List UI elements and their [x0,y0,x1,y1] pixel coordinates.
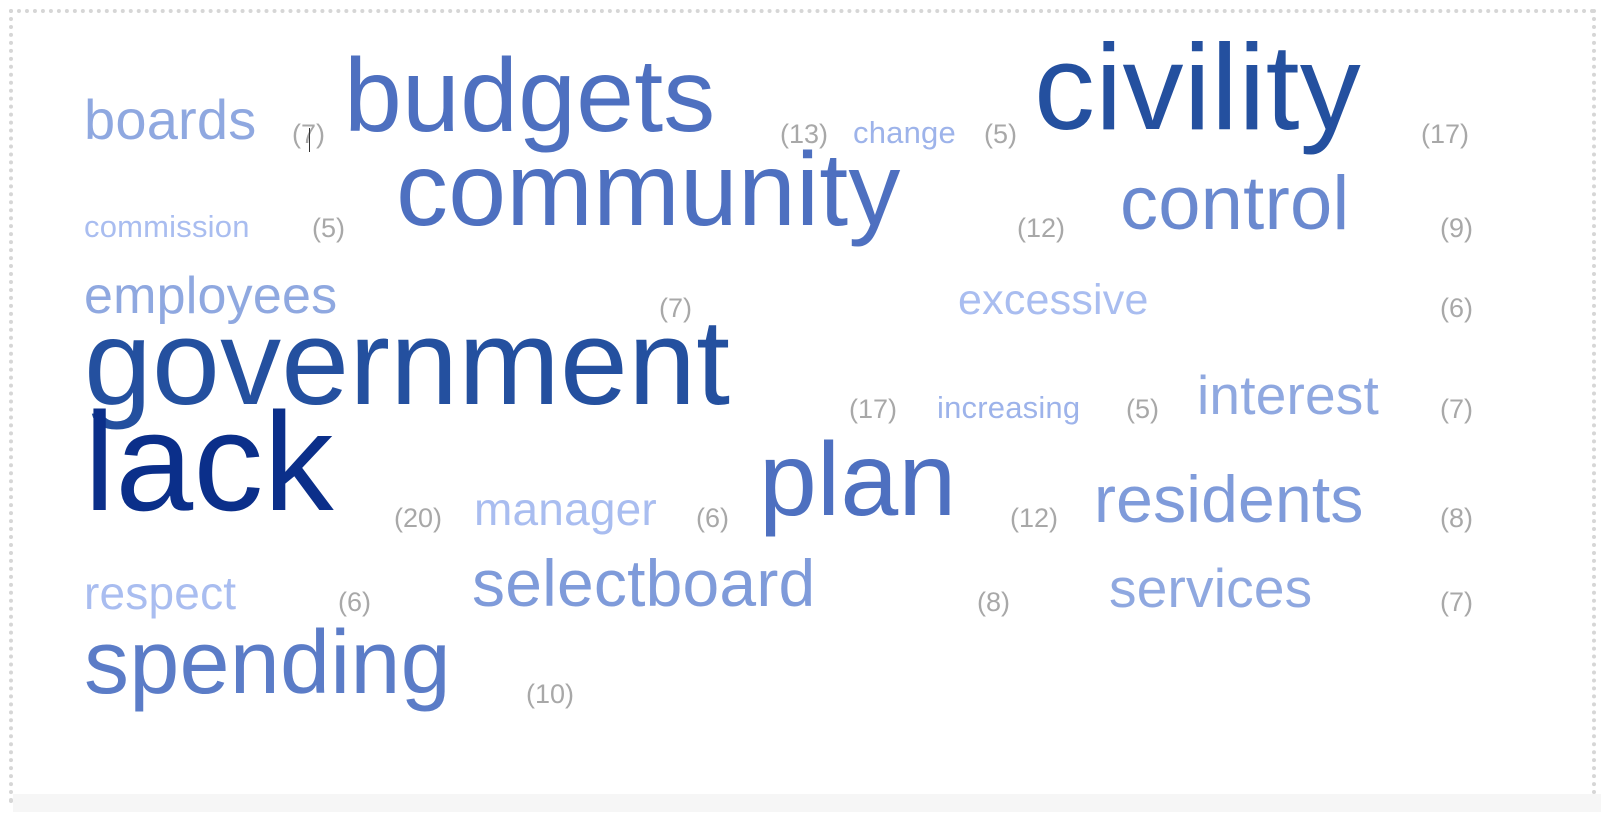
term-commission[interactable]: commission [84,209,250,244]
term-count: (5) [984,119,1017,149]
term-community[interactable]: community [396,132,901,248]
term-count: (10) [526,679,575,709]
term-count: (5) [312,213,345,243]
term-employees[interactable]: employees [84,267,338,325]
term-services[interactable]: services [1109,557,1313,619]
term-interest[interactable]: interest [1197,364,1379,426]
term-count: (12) [1017,213,1066,243]
term-count: (9) [1440,213,1473,243]
term-control[interactable]: control [1120,161,1350,246]
term-count: (12) [1010,503,1059,533]
term-count: (8) [977,587,1010,617]
term-selectboard[interactable]: selectboard [472,546,816,620]
term-manager[interactable]: manager [474,483,657,535]
term-excessive[interactable]: excessive [958,276,1149,324]
term-lack[interactable]: lack [84,383,334,540]
term-count: (20) [394,503,443,533]
term-respect[interactable]: respect [84,567,237,619]
term-count: (13) [780,119,829,149]
term-government[interactable]: government [84,294,731,430]
term-count: (7) [1440,587,1473,617]
term-change[interactable]: change [853,115,956,150]
frame-bottom-strip [13,794,1601,812]
term-plan[interactable]: plan [759,422,957,538]
term-residents[interactable]: residents [1094,462,1364,536]
term-count: (8) [1440,503,1473,533]
term-count: (6) [338,587,371,617]
tag-cloud-frame [9,9,1596,803]
term-count: (17) [1421,119,1470,149]
text-cursor [309,128,310,152]
term-civility[interactable]: civility [1034,19,1361,155]
term-count: (7) [659,293,692,323]
term-count: (7) [292,119,325,149]
term-boards[interactable]: boards [84,88,257,151]
term-increasing[interactable]: increasing [937,390,1081,425]
term-count: (17) [849,394,898,424]
term-spending[interactable]: spending [84,613,451,713]
term-count: (7) [1440,394,1473,424]
term-count: (5) [1126,394,1159,424]
term-count: (6) [1440,293,1473,323]
term-count: (6) [696,503,729,533]
term-budgets[interactable]: budgets [344,38,716,154]
